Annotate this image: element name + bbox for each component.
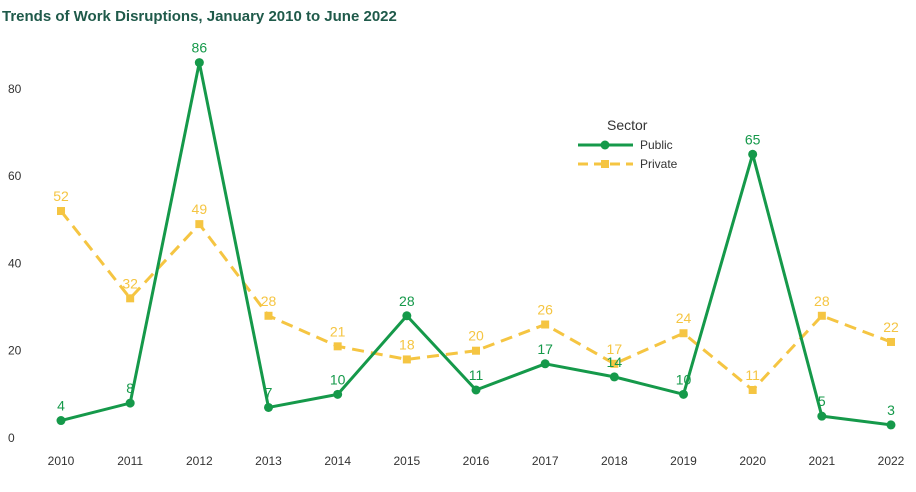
data-label-public: 10 <box>330 371 346 387</box>
point-private <box>126 294 135 303</box>
x-tick-label: 2012 <box>186 454 213 468</box>
x-tick-label: 2013 <box>255 454 282 468</box>
data-label-public: 86 <box>192 40 208 56</box>
point-private <box>887 337 895 346</box>
point-private <box>610 359 619 368</box>
data-label-private: 24 <box>676 310 692 326</box>
data-label-public: 10 <box>676 371 692 387</box>
series-line-private <box>59 210 892 392</box>
x-tick-label: 2010 <box>48 454 75 468</box>
x-tick-label: 2011 <box>117 454 143 468</box>
data-label-public: 3 <box>887 402 895 418</box>
point-public <box>194 58 204 68</box>
data-label-private: 21 <box>330 323 346 339</box>
x-tick-label: 2015 <box>393 454 420 468</box>
data-label-private: 18 <box>399 336 415 352</box>
x-tick-label: 2017 <box>532 454 559 468</box>
legend-title: Sector <box>607 117 648 133</box>
y-tick-label: 0 <box>8 431 15 445</box>
data-label-public: 17 <box>537 341 553 357</box>
y-tick-label: 40 <box>8 256 22 270</box>
point-private <box>679 329 688 338</box>
point-private <box>817 311 826 320</box>
data-label-private: 52 <box>53 188 69 204</box>
legend-marker-private <box>601 160 609 168</box>
data-label-public: 14 <box>607 354 623 370</box>
data-label-private: 26 <box>537 302 553 318</box>
data-label-public: 65 <box>745 131 761 147</box>
point-public <box>56 416 66 426</box>
x-tick-label: 2018 <box>601 454 628 468</box>
x-tick-label: 2021 <box>808 454 835 468</box>
y-tick-label: 20 <box>8 344 22 358</box>
legend: Sector Public Private <box>578 117 678 171</box>
x-tick-label: 2016 <box>463 454 490 468</box>
point-public <box>125 398 135 408</box>
data-label-private: 28 <box>814 293 830 309</box>
legend-marker-public <box>600 140 610 150</box>
data-label-public: 11 <box>469 367 484 383</box>
legend-label-private: Private <box>640 157 678 171</box>
point-public <box>748 149 758 159</box>
data-label-private: 49 <box>192 201 208 217</box>
point-public <box>886 420 896 430</box>
legend-label-public: Public <box>640 138 673 152</box>
point-private <box>541 320 550 329</box>
data-label-private: 28 <box>261 293 277 309</box>
point-public <box>471 385 481 395</box>
point-private <box>472 346 480 355</box>
x-tick-label: 2022 <box>878 454 905 468</box>
data-label-public: 5 <box>818 393 826 409</box>
point-private <box>748 385 757 394</box>
x-axis: 2010 2011 2012 2013 2014 2015 2016 2017 2018 2019… <box>48 454 905 468</box>
data-label-public: 8 <box>126 380 134 396</box>
data-label-private: 20 <box>468 328 484 344</box>
data-label-public: 28 <box>399 293 415 309</box>
point-public <box>679 389 688 399</box>
data-label-private: 32 <box>122 275 138 291</box>
data-labels: 5232492821182026172411282248867102811171… <box>53 40 899 418</box>
x-tick-label: 2014 <box>324 454 351 468</box>
y-tick-label: 80 <box>8 82 22 96</box>
point-private <box>402 355 411 364</box>
point-private <box>333 342 342 351</box>
point-public <box>402 311 412 321</box>
point-private <box>57 207 65 216</box>
chart-title: Trends of Work Disruptions, January 2010… <box>2 8 397 25</box>
point-public <box>333 389 343 399</box>
point-private <box>195 220 204 229</box>
data-label-public: 4 <box>57 398 65 414</box>
series-layer <box>56 58 896 430</box>
point-private <box>264 311 273 320</box>
data-label-private: 11 <box>745 367 760 383</box>
y-tick-label: 60 <box>8 169 22 183</box>
y-axis: 0 20 40 60 80 <box>8 82 22 445</box>
point-public <box>609 372 619 382</box>
data-label-private: 17 <box>607 341 623 357</box>
point-public <box>264 402 273 412</box>
x-tick-label: 2020 <box>739 454 766 468</box>
data-label-public: 7 <box>265 384 273 400</box>
point-public <box>817 411 827 421</box>
x-tick-label: 2019 <box>670 454 697 468</box>
data-label-private: 22 <box>883 319 899 335</box>
point-public <box>540 359 550 369</box>
